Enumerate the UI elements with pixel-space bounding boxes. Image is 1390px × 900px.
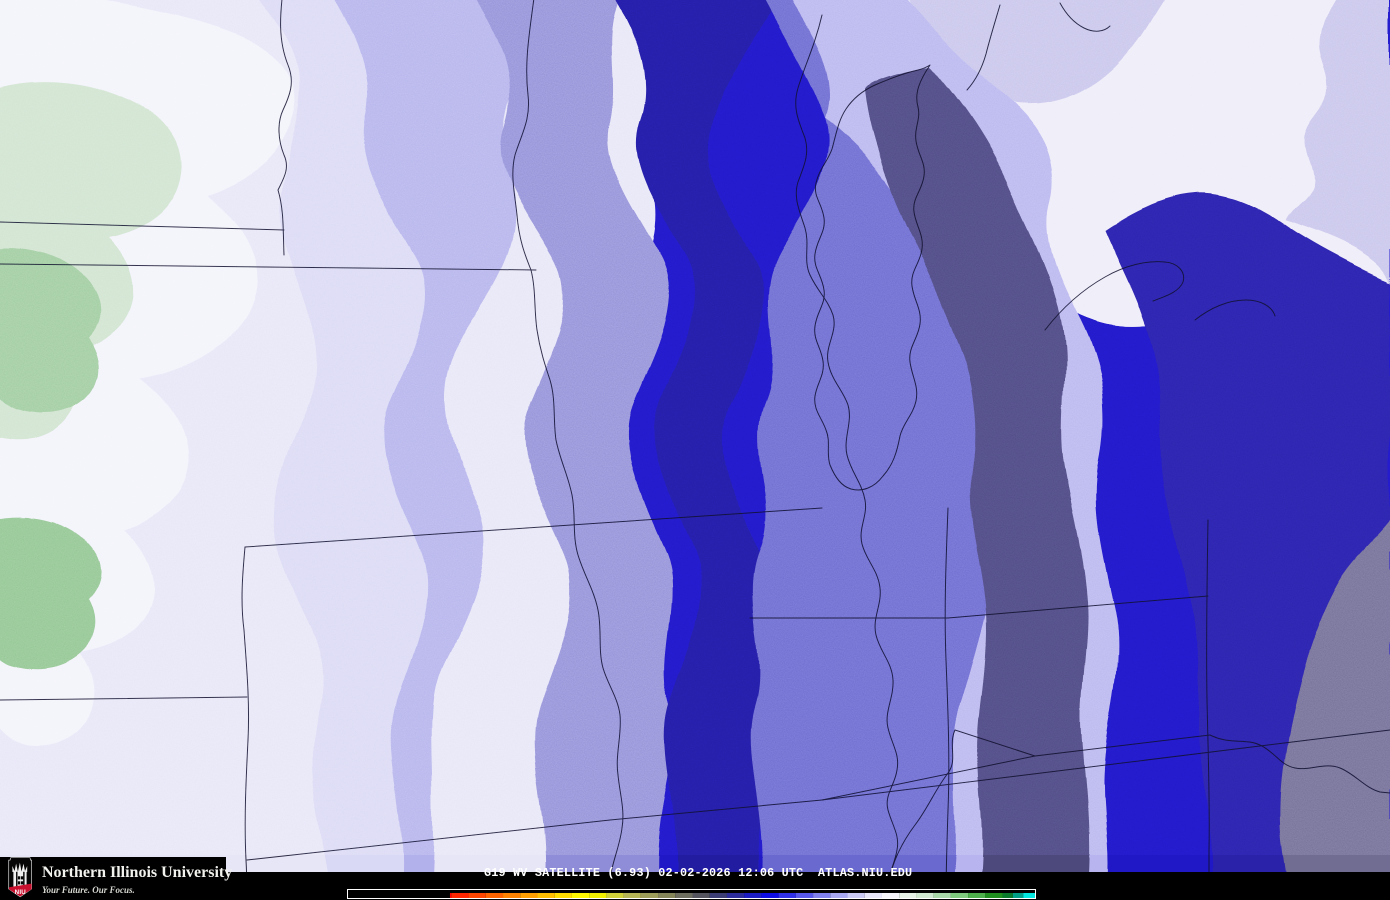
svg-text:NIU: NIU: [15, 889, 27, 896]
